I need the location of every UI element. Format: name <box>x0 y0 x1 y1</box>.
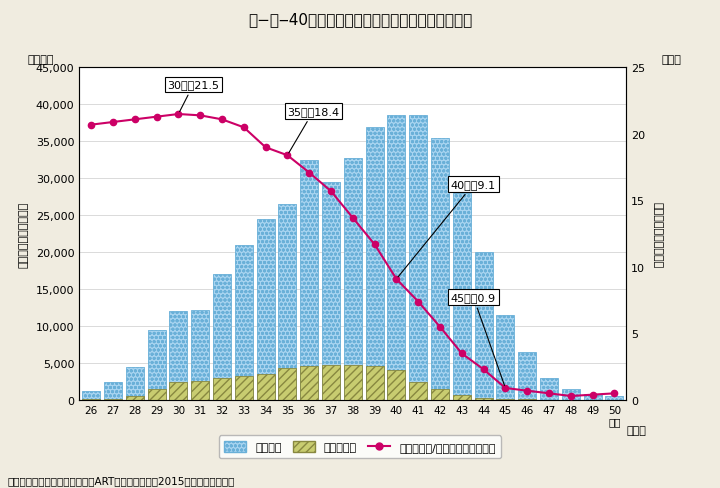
Bar <box>104 382 122 400</box>
Bar <box>344 159 361 400</box>
Bar <box>453 194 471 400</box>
Bar <box>584 394 601 400</box>
Bar <box>82 391 100 400</box>
Bar <box>540 378 558 400</box>
Bar <box>256 374 274 400</box>
Bar <box>344 366 361 400</box>
Bar <box>300 366 318 400</box>
Bar <box>322 183 340 400</box>
Bar <box>169 312 187 400</box>
Bar <box>518 352 536 400</box>
Bar <box>474 253 492 400</box>
Bar <box>148 330 166 400</box>
Bar <box>148 389 166 400</box>
Bar <box>387 116 405 400</box>
Y-axis label: 生産分娩数／総治療数: 生産分娩数／総治療数 <box>652 201 662 267</box>
Text: （％）: （％） <box>661 55 681 65</box>
Bar <box>235 377 253 400</box>
Y-axis label: 総治療数・生産分娩数: 総治療数・生産分娩数 <box>19 201 29 267</box>
Bar <box>606 396 624 400</box>
Bar <box>366 127 384 400</box>
Bar <box>387 371 405 400</box>
Bar <box>562 389 580 400</box>
Legend: 総治療数, 生産分娩数, 生産分娩数/総治療数（右目盛）: 総治療数, 生産分娩数, 生産分娩数/総治療数（右目盛） <box>219 436 501 458</box>
Bar <box>322 366 340 400</box>
Text: 40歳：9.1: 40歳：9.1 <box>398 180 496 277</box>
Text: （件数）: （件数） <box>27 55 54 65</box>
Bar <box>104 399 122 400</box>
Bar <box>366 366 384 400</box>
Bar <box>279 368 297 400</box>
Bar <box>431 389 449 400</box>
Text: イ−特‒40図　体外受精における年齢と生産分娩率: イ−特‒40図 体外受精における年齢と生産分娩率 <box>248 13 472 27</box>
Bar <box>192 310 209 400</box>
Bar <box>82 399 100 400</box>
Bar <box>279 205 297 400</box>
Bar <box>126 367 144 400</box>
Bar <box>213 275 231 400</box>
Bar <box>518 399 536 400</box>
Bar <box>300 161 318 400</box>
Text: 45歳：0.9: 45歳：0.9 <box>451 293 505 386</box>
Bar <box>409 382 427 400</box>
Bar <box>409 116 427 400</box>
Bar <box>431 139 449 400</box>
Text: （備考）日本産科婦人科学会『ARTデータブック（2015年）』より作成。: （備考）日本産科婦人科学会『ARTデータブック（2015年）』より作成。 <box>7 476 235 486</box>
Text: 30歳：21.5: 30歳：21.5 <box>168 80 220 112</box>
Bar <box>126 396 144 400</box>
Bar <box>497 315 514 400</box>
Text: （歳）: （歳） <box>626 425 647 435</box>
Bar <box>474 398 492 400</box>
Text: 35歳：18.4: 35歳：18.4 <box>287 107 340 154</box>
Bar <box>213 378 231 400</box>
Bar <box>192 381 209 400</box>
Bar <box>169 382 187 400</box>
Bar <box>453 395 471 400</box>
Bar <box>497 399 514 400</box>
Bar <box>256 220 274 400</box>
Bar <box>235 245 253 400</box>
